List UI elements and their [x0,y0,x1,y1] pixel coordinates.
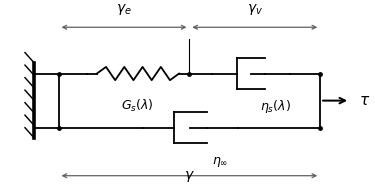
Text: $\tau$: $\tau$ [359,93,370,108]
Text: $\gamma_e$: $\gamma_e$ [116,2,132,17]
Text: $\eta_s(\lambda)$: $\eta_s(\lambda)$ [260,98,291,115]
Text: $\eta_\infty$: $\eta_\infty$ [212,155,228,169]
Text: $\gamma$: $\gamma$ [184,169,195,184]
Text: $G_s(\lambda)$: $G_s(\lambda)$ [121,98,153,114]
Text: $\gamma_v$: $\gamma_v$ [247,2,263,17]
